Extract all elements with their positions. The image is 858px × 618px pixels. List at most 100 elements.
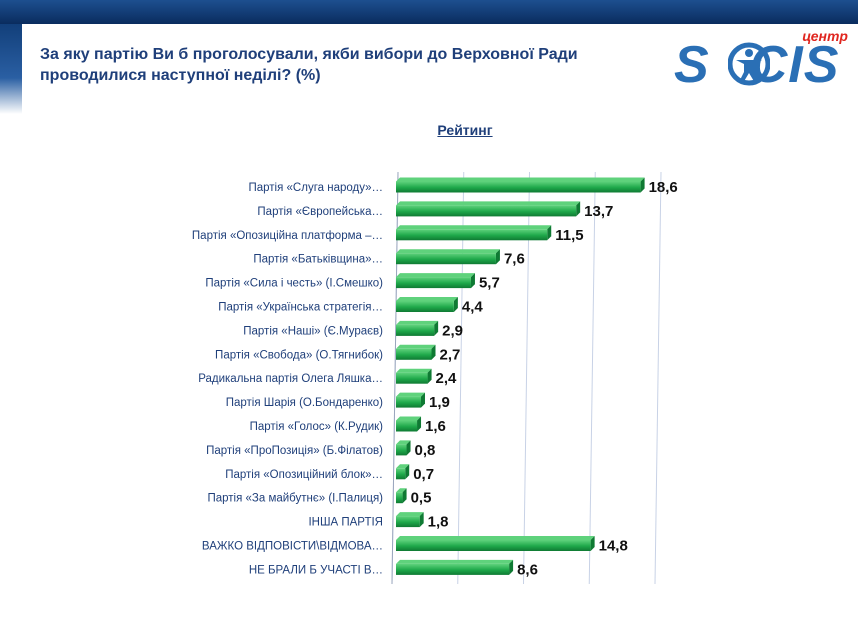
value-label: 0,7 xyxy=(413,466,434,483)
bar-side xyxy=(417,416,422,432)
category-label: Партія «Європейська… xyxy=(257,206,383,218)
value-label: 1,8 xyxy=(428,514,449,531)
bar xyxy=(396,492,403,504)
bar xyxy=(396,444,407,456)
bar-top xyxy=(396,512,424,517)
bar-top xyxy=(396,368,432,373)
bar-top xyxy=(396,320,439,325)
gridline-4 xyxy=(654,171,662,585)
bar xyxy=(396,420,418,432)
bar-side xyxy=(495,249,500,265)
category-label: Партія «Слуга народу»… xyxy=(248,182,383,194)
bar-side xyxy=(453,297,458,312)
socis-logo: центр S CIS xyxy=(672,28,852,92)
bar-top xyxy=(396,488,407,493)
bar xyxy=(396,205,577,217)
category-axis xyxy=(391,171,399,585)
bar-side xyxy=(509,559,514,575)
bar-side xyxy=(576,201,581,217)
bar-top xyxy=(396,201,581,206)
bar-top xyxy=(396,249,500,254)
bar xyxy=(396,253,496,265)
bar xyxy=(396,516,420,528)
value-label: 2,4 xyxy=(436,370,458,387)
bar xyxy=(396,396,421,408)
bar xyxy=(396,301,454,312)
bar xyxy=(396,468,406,480)
category-label: Партія «Опозиційна платформа –… xyxy=(192,230,383,242)
bar-side xyxy=(427,368,432,384)
bar-side xyxy=(405,464,410,480)
category-label: Партія «Голос» (К.Рудик) xyxy=(250,421,384,433)
bar-top xyxy=(396,297,458,301)
bar xyxy=(396,372,428,384)
bar xyxy=(396,181,641,193)
category-label: НЕ БРАЛИ Б УЧАСТІ В… xyxy=(249,564,383,576)
bar-top xyxy=(396,559,514,564)
value-label: 7,6 xyxy=(504,251,525,268)
bar-side xyxy=(470,273,475,289)
value-label: 11,5 xyxy=(555,227,583,244)
bar xyxy=(396,229,548,241)
bar-side xyxy=(406,440,411,456)
bar xyxy=(396,563,510,575)
category-label: Партія «ПроПозиція» (Б.Філатов) xyxy=(206,445,383,457)
value-label: 0,5 xyxy=(411,490,432,507)
logo-tag: центр xyxy=(802,28,848,44)
bar xyxy=(396,540,591,551)
value-label: 1,9 xyxy=(429,394,450,411)
value-label: 8,6 xyxy=(517,561,538,578)
bar-side xyxy=(402,488,407,504)
category-label: Радикальна партія Олега Ляшка… xyxy=(198,373,383,385)
value-label: 18,6 xyxy=(649,179,678,196)
bar-top xyxy=(396,416,422,421)
chart-title: Рейтинг xyxy=(437,122,493,138)
bar-side xyxy=(434,320,439,336)
category-label: Партія «За майбутнє» (І.Палиця) xyxy=(207,493,383,505)
value-label: 14,8 xyxy=(599,538,628,555)
bar-side xyxy=(547,225,552,241)
header-band xyxy=(0,0,858,24)
value-label: 1,6 xyxy=(425,418,446,435)
value-label: 2,9 xyxy=(442,322,463,339)
bar-top xyxy=(396,536,595,540)
category-label: Партія «Свобода» (О.Тягнибок) xyxy=(215,349,383,361)
person-figure-icon xyxy=(728,42,770,86)
bar-side xyxy=(640,177,645,193)
category-label: Партія «Українська стратегія… xyxy=(218,302,383,314)
category-label: ВАЖКО ВІДПОВІСТИ\ВІДМОВА… xyxy=(202,541,383,553)
logo-word-end: CIS xyxy=(749,36,840,94)
bar-top xyxy=(396,440,411,445)
bar-top xyxy=(396,225,552,230)
bar-side xyxy=(590,536,595,551)
category-label: Партія Шарія (О.Бондаренко) xyxy=(226,397,383,409)
category-label: Партія «Сила і честь» (І.Смешко) xyxy=(205,278,383,290)
gridline-2 xyxy=(523,171,530,585)
bar-top xyxy=(396,273,475,278)
bar xyxy=(396,348,432,360)
side-band xyxy=(0,24,22,114)
bar-side xyxy=(431,344,436,360)
value-label: 4,4 xyxy=(462,299,484,316)
value-label: 2,7 xyxy=(440,346,461,363)
category-label: Партія «Опозиційний блок»… xyxy=(225,469,383,481)
value-label: 5,7 xyxy=(479,275,500,292)
bar xyxy=(396,324,435,336)
logo-word: S CIS xyxy=(674,38,839,92)
bar-side xyxy=(419,512,424,528)
survey-question: За яку партію Ви б проголосували, якби в… xyxy=(40,46,578,84)
logo-word-start: S xyxy=(674,36,710,94)
bar-side xyxy=(420,392,425,408)
bar-top xyxy=(396,392,425,397)
value-label: 0,8 xyxy=(415,442,436,459)
category-label: Партія «Батьківщина»… xyxy=(253,254,383,266)
bar xyxy=(396,277,471,289)
bar-top xyxy=(396,177,645,182)
value-label: 13,7 xyxy=(584,203,613,220)
category-label: Партія «Наші» (Є.Мураєв) xyxy=(243,325,383,337)
gridline-3 xyxy=(588,171,596,585)
gridline-1 xyxy=(457,171,465,585)
bar-top xyxy=(396,464,410,469)
category-label: ІНША ПАРТІЯ xyxy=(308,517,383,529)
